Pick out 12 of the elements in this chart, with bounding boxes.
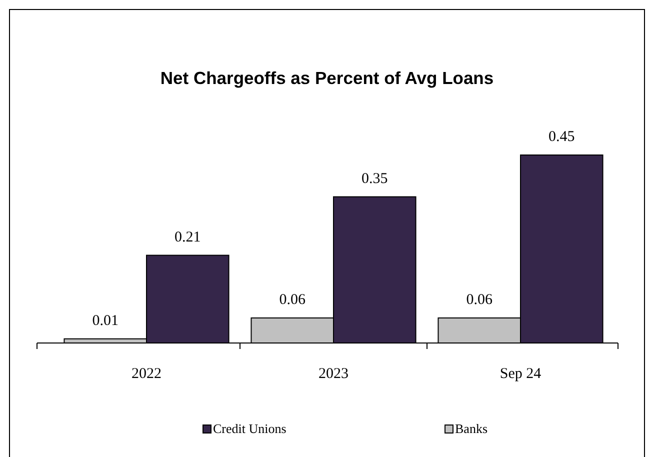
legend-label: Banks: [455, 421, 488, 436]
data-label: 0.06: [466, 292, 493, 308]
x-tick-label: 2022: [132, 366, 162, 382]
data-label: 0.45: [548, 129, 575, 145]
x-tick-label: 2023: [318, 366, 348, 382]
data-label: 0.21: [174, 229, 201, 246]
data-label: 0.06: [279, 292, 306, 308]
data-label: 0.35: [362, 170, 388, 187]
legend-label: Credit Unions: [213, 421, 286, 436]
x-tick-label: Sep 24: [500, 366, 542, 382]
chart-title: Net Chargeoffs as Percent of Avg Loans: [160, 68, 494, 88]
data-label: 0.01: [92, 312, 118, 329]
